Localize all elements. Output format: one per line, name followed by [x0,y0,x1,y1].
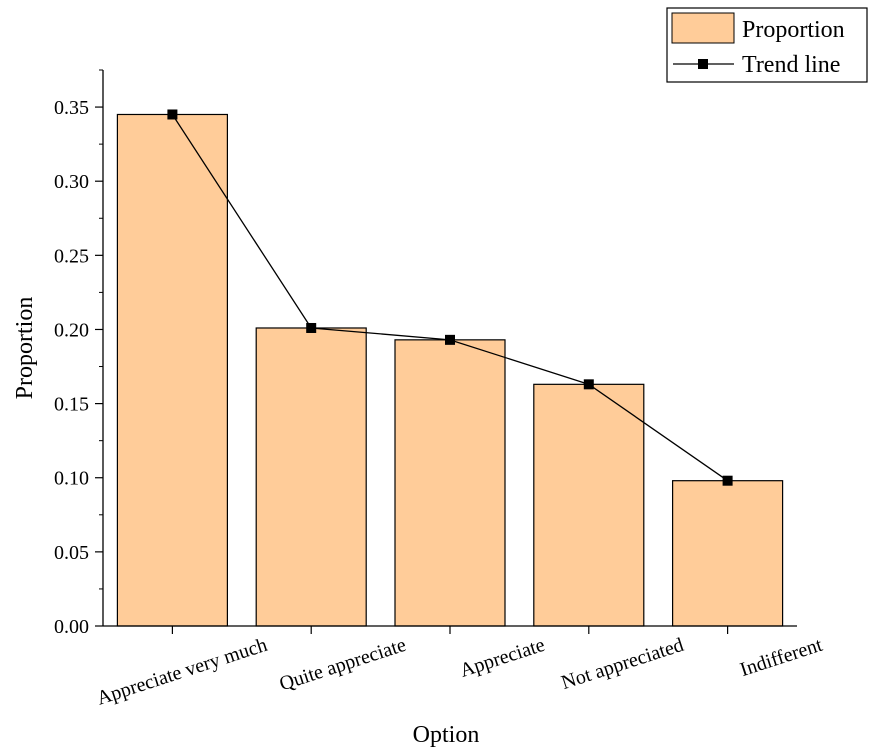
legend: Proportion Trend line [666,7,868,83]
x-axis-title: Option [413,722,480,748]
trend-marker-4 [722,475,733,486]
bar-2 [394,339,506,627]
legend-label-trend-line: Trend line [742,52,840,78]
trend-marker-2 [445,334,455,345]
y-tick-label-5: 0.25 [54,245,89,267]
bar-0 [116,113,229,627]
bars-layer [116,113,784,627]
legend-swatch-proportion [671,12,735,44]
trend-marker-3 [583,379,594,390]
y-tick-label-6: 0.30 [54,171,89,193]
y-tick-label-1: 0.05 [54,542,89,564]
y-tick-label-3: 0.15 [54,394,89,416]
legend-marker-trend-line [698,59,708,69]
y-tick-label-0: 0.00 [54,616,89,638]
y-tick-label-7: 0.35 [54,97,89,119]
x-tick-label-1: Quite appreciate [277,634,409,696]
x-tick-label-2: Appreciate [457,634,547,682]
x-tick-label-3: Not appreciated [559,634,687,694]
trend-marker-1 [306,322,317,333]
trend-marker-0 [167,109,178,120]
y-tick-label-2: 0.10 [54,468,89,490]
bar-3 [533,383,645,627]
x-tick-label-0: Appreciate very much [94,634,270,710]
trend-line-layer [167,109,733,486]
legend-label-proportion: Proportion [742,17,845,43]
bar-4 [671,480,784,627]
bar-1 [255,327,367,627]
y-axis-title: Proportion [12,297,38,400]
x-tick-label-4: Indifferent [737,634,825,681]
y-tick-label-4: 0.20 [54,319,89,341]
